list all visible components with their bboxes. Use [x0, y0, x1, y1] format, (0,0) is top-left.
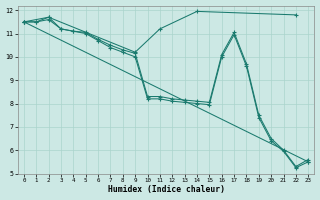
X-axis label: Humidex (Indice chaleur): Humidex (Indice chaleur) — [108, 185, 225, 194]
